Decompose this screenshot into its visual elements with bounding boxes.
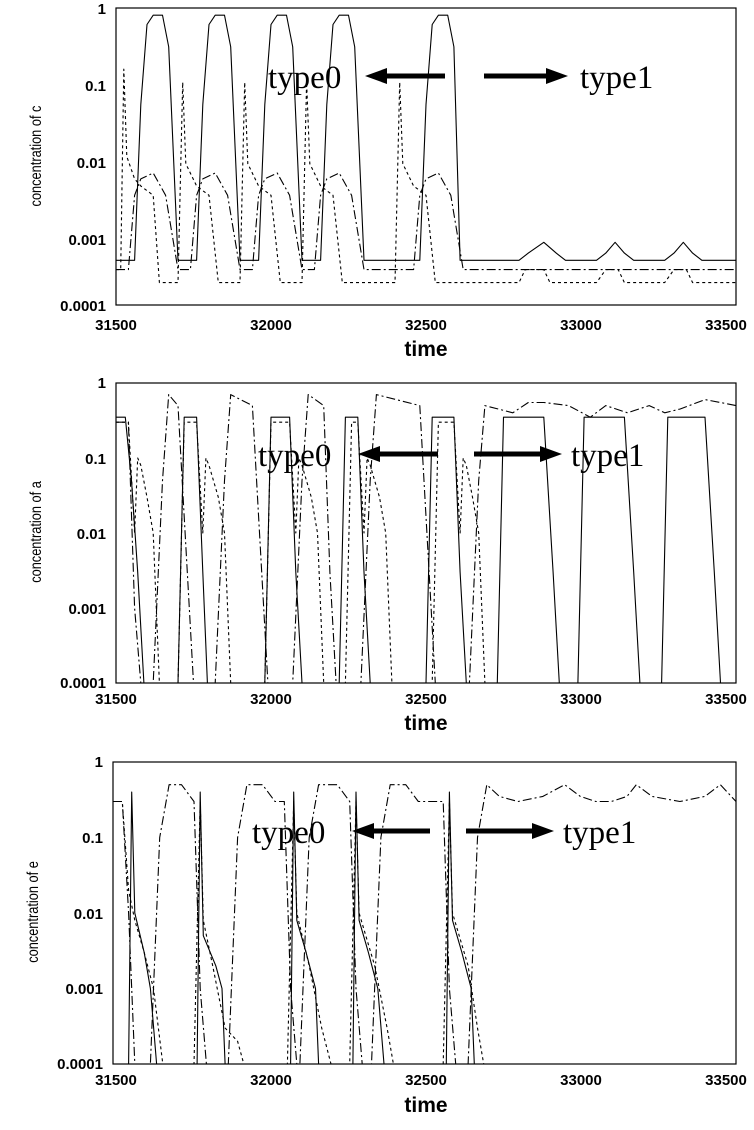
xtick-label: 31500	[95, 1072, 137, 1089]
panel-a: 1 0.1 0.01 0.001 0.0001 31500 32000 3250…	[28, 375, 747, 735]
ytick-label: 0.001	[68, 601, 106, 618]
series-line-dotted	[116, 68, 736, 284]
ytick-label: 1	[98, 375, 106, 392]
annotation-type0-c: type0	[268, 60, 445, 96]
ytick-label: 0.01	[77, 155, 106, 172]
ytick-label: 0.001	[68, 232, 106, 249]
annotation-type1-a: type1	[474, 438, 644, 474]
type0-label: type0	[268, 60, 341, 96]
xtick-label: 31500	[95, 317, 137, 334]
xtick-label: 33000	[560, 691, 602, 708]
series-line-dashdot	[116, 172, 736, 271]
xtick-label: 32500	[405, 1072, 447, 1089]
series-c	[116, 14, 736, 284]
xtick-label: 32000	[250, 1072, 292, 1089]
ytick-label: 0.0001	[60, 298, 106, 315]
xtick-label: 32500	[405, 317, 447, 334]
y-axis-label: concentration of a	[28, 480, 46, 582]
ytick-label: 0.01	[77, 526, 106, 543]
annotation-type0-a: type0	[258, 438, 438, 474]
x-axis-label: time	[404, 338, 447, 361]
ytick-label: 1	[98, 1, 106, 18]
x-axis-label: time	[404, 712, 447, 735]
type0-label: type0	[252, 815, 325, 851]
type1-label: type1	[563, 815, 636, 851]
yticks-c: 1 0.1 0.01 0.001 0.0001	[60, 1, 106, 315]
ytick-label: 0.01	[74, 906, 103, 923]
plot-frame-c	[115, 7, 737, 306]
arrow-left-head	[358, 446, 380, 462]
xtick-label: 33500	[705, 1072, 747, 1089]
arrow-right-head	[540, 446, 562, 462]
ytick-label: 0.1	[85, 78, 106, 95]
ytick-label: 0.1	[85, 451, 106, 468]
xtick-label: 33000	[560, 317, 602, 334]
xtick-label: 33500	[705, 691, 747, 708]
arrow-left-head	[352, 823, 374, 839]
xtick-label: 32500	[405, 691, 447, 708]
xtick-label: 32000	[250, 317, 292, 334]
ytick-label: 0.0001	[57, 1056, 103, 1073]
plot-frame-e	[112, 761, 737, 1065]
xtick-label: 33500	[705, 317, 747, 334]
annotation-type1-e: type1	[466, 815, 636, 851]
annotation-type0-e: type0	[252, 815, 430, 851]
panel-e: 1 0.1 0.01 0.001 0.0001 31500 32000 3250…	[25, 754, 747, 1117]
xticks-c: 31500 32000 32500 33000 33500	[95, 317, 747, 334]
xticks-a: 31500 32000 32500 33000 33500	[95, 691, 747, 708]
x-axis-label: time	[404, 1094, 447, 1117]
ytick-label: 0.001	[65, 981, 103, 998]
series-e	[113, 784, 737, 1065]
type0-label: type0	[258, 438, 331, 474]
series-line-dashdot	[116, 394, 737, 684]
ytick-label: 0.0001	[60, 675, 106, 692]
series-line-solid	[116, 14, 736, 261]
annotation-type1-c: type1	[484, 60, 653, 96]
series-line-solid	[128, 791, 475, 1065]
type1-label: type1	[580, 60, 653, 96]
xtick-label: 32000	[250, 691, 292, 708]
arrow-left-head	[365, 68, 387, 84]
series-line-dashdot	[113, 784, 737, 1065]
xtick-label: 33000	[560, 1072, 602, 1089]
plot-frame-a	[115, 382, 737, 684]
yticks-a: 1 0.1 0.01 0.001 0.0001	[60, 375, 106, 692]
arrow-right-head	[546, 68, 568, 84]
yticks-e: 1 0.1 0.01 0.001 0.0001	[57, 754, 103, 1073]
arrow-right-head	[532, 823, 554, 839]
ytick-label: 1	[95, 754, 103, 771]
series-line-dotted	[116, 421, 736, 684]
series-line-dotted	[113, 800, 485, 1065]
type1-label: type1	[571, 438, 644, 474]
xticks-e: 31500 32000 32500 33000 33500	[95, 1072, 747, 1089]
ytick-label: 0.1	[82, 830, 103, 847]
panel-c: 1 0.1 0.01 0.001 0.0001 31500 32000 3250…	[28, 1, 747, 361]
xtick-label: 31500	[95, 691, 137, 708]
y-axis-label: concentration of c	[28, 106, 46, 207]
y-axis-label: concentration of e	[25, 861, 43, 963]
